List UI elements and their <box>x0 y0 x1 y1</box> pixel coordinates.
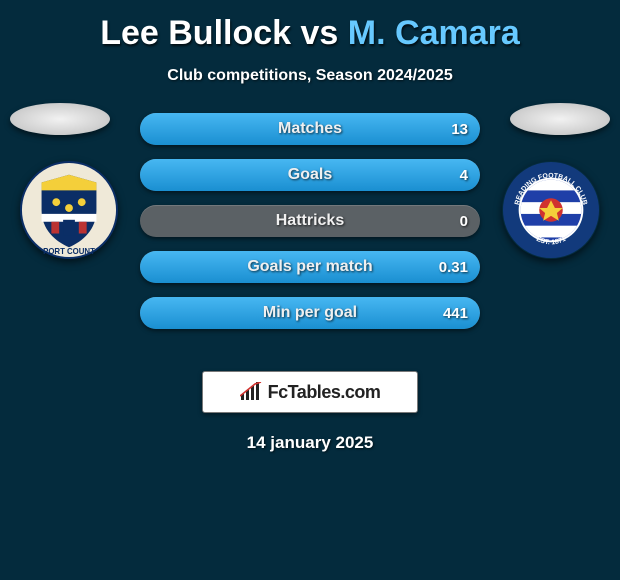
stat-row: 441Min per goal <box>140 297 480 329</box>
brand-box[interactable]: FcTables.com <box>202 371 418 413</box>
stat-row: 0Hattricks <box>140 205 480 237</box>
comparison-arena: PORT COUNT READING FOOTBALL CLUB EST. 18… <box>0 113 620 353</box>
player2-photo <box>510 103 610 135</box>
date-text: 14 january 2025 <box>0 433 620 453</box>
stat-label: Min per goal <box>140 297 480 329</box>
svg-text:PORT COUNT: PORT COUNT <box>43 247 95 256</box>
subtitle: Club competitions, Season 2024/2025 <box>0 67 620 85</box>
comparison-title: Lee Bullock vs M. Camara <box>0 0 620 53</box>
player2-club-crest: READING FOOTBALL CLUB EST. 1871 <box>502 161 600 259</box>
player1-club-crest: PORT COUNT <box>20 161 118 259</box>
stat-label: Goals <box>140 159 480 191</box>
stat-rows: 13Matches 4Goals 0Hattricks 0.31Goals per m… <box>140 113 480 329</box>
stat-row: 13Matches <box>140 113 480 145</box>
player2-name: M. Camara <box>348 14 520 52</box>
stat-label: Matches <box>140 113 480 145</box>
stat-label: Goals per match <box>140 251 480 283</box>
vs-text: vs <box>301 14 339 52</box>
stat-row: 0.31Goals per match <box>140 251 480 283</box>
stat-row: 4Goals <box>140 159 480 191</box>
brand-text: FcTables.com <box>268 382 381 403</box>
player1-photo <box>10 103 110 135</box>
bar-chart-icon <box>240 382 262 402</box>
player1-name: Lee Bullock <box>100 14 291 52</box>
stat-label: Hattricks <box>140 205 480 237</box>
